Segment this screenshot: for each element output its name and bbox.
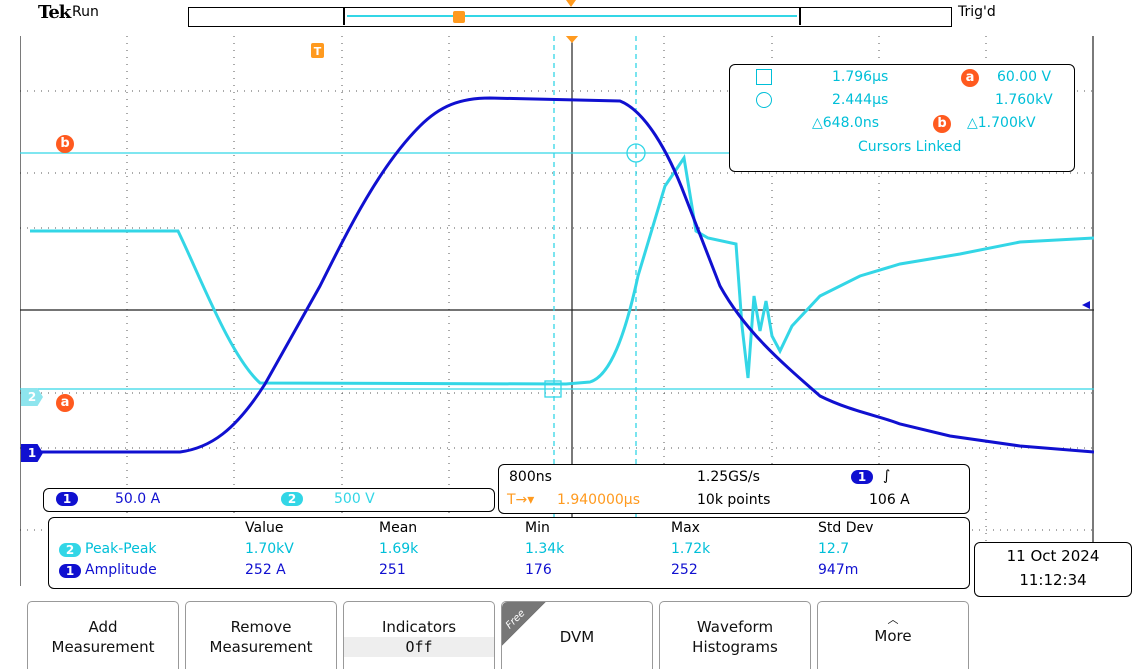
measurement-row-peak-peak[interactable]: 2 Peak-Peak 1.70kV 1.69k 1.34k 1.72k 12.… <box>49 541 969 561</box>
trigger-level: 106 A <box>869 492 910 508</box>
record-position-marker <box>566 0 576 7</box>
ch2-ground-marker[interactable]: 2 <box>21 388 43 406</box>
peak-peak-label: Peak-Peak <box>85 541 157 557</box>
sample-rate: 1.25GS/s <box>697 469 760 485</box>
ch1-ground-marker[interactable]: 1 <box>21 444 43 462</box>
free-ribbon: Free <box>502 602 546 646</box>
header-std-dev: Std Dev <box>818 520 874 536</box>
ch1-badge[interactable]: 1 <box>56 492 78 506</box>
ch1-scale[interactable]: 50.0 A <box>115 491 161 507</box>
more-button[interactable]: ︿ More <box>817 601 969 669</box>
circle-cursor-icon <box>756 92 772 108</box>
horizontal-position-marker <box>565 36 579 43</box>
trigger-status: Trig'd <box>958 4 996 20</box>
amplitude-label: Amplitude <box>85 562 157 578</box>
svg-text:T: T <box>314 45 322 58</box>
measurement-table[interactable]: Value Mean Min Max Std Dev 2 Peak-Peak 1… <box>48 517 970 589</box>
trigger-level-marker <box>1082 301 1090 309</box>
ch2-scale[interactable]: 500 V <box>334 491 375 507</box>
dvm-button[interactable]: Free DVM <box>501 601 653 669</box>
header-max: Max <box>671 520 700 536</box>
record-trigger-marker <box>453 11 465 23</box>
square-cursor-icon <box>756 69 772 85</box>
amplitude-max: 252 <box>671 562 698 578</box>
cursor2-value: 1.760kV <box>995 92 1053 108</box>
trigger-slope-icon: ∫ <box>883 468 891 484</box>
ch1-waveform <box>30 96 1094 454</box>
date-time-display[interactable]: 11 Oct 2024 11:12:34 <box>974 542 1132 597</box>
date: 11 Oct 2024 <box>1006 547 1100 565</box>
cursor1-time: 1.796µs <box>832 69 889 85</box>
cursor-b-marker: b <box>56 132 74 153</box>
tek-logo: Tek <box>38 2 71 23</box>
add-measurement-button[interactable]: Add Measurement <box>27 601 179 669</box>
peak-peak-max: 1.72k <box>671 541 711 557</box>
waveform-histograms-button[interactable]: Waveform Histograms <box>659 601 811 669</box>
channel-scale-bar[interactable]: 1 50.0 A 2 500 V <box>43 488 495 512</box>
measurement-row-amplitude[interactable]: 1 Amplitude 252 A 251 176 252 947m <box>49 562 969 582</box>
cursors-linked-status: Cursors Linked <box>858 139 962 155</box>
trigger-source-badge: 1 <box>851 470 873 484</box>
amplitude-value: 252 A <box>245 562 286 578</box>
timebase-panel[interactable]: 800ns 1.25GS/s 1 ∫ T→▾ 1.940000µs 10k po… <box>498 464 970 514</box>
amplitude-min: 176 <box>525 562 552 578</box>
cursor-readout[interactable]: 1.796µs a 60.00 V 2.444µs 1.760kV △648.0… <box>729 64 1075 172</box>
chevron-up-icon: ︿ <box>887 613 899 626</box>
peak-peak-value: 1.70kV <box>245 541 294 557</box>
delta-value: △1.700kV <box>967 115 1036 131</box>
indicators-button[interactable]: Indicators Off <box>343 601 495 669</box>
trigger-position-marker: T <box>311 43 324 58</box>
amplitude-channel-badge: 1 <box>59 564 81 578</box>
cursor-a-marker: a <box>56 391 74 412</box>
header-value: Value <box>245 520 284 536</box>
delta-time: △648.0ns <box>812 115 880 131</box>
header-min: Min <box>525 520 550 536</box>
ch2-badge[interactable]: 2 <box>281 492 303 506</box>
trigger-position: 1.940000µs <box>557 492 641 508</box>
header-mean: Mean <box>379 520 418 536</box>
ch2-waveform <box>30 154 1094 386</box>
peak-peak-min: 1.34k <box>525 541 565 557</box>
horizontal-scale: 800ns <box>509 469 552 485</box>
trigger-position-prefix: T→▾ <box>507 492 535 508</box>
remove-measurement-button[interactable]: Remove Measurement <box>185 601 337 669</box>
peak-peak-mean: 1.69k <box>379 541 419 557</box>
cursor1-value: 60.00 V <box>997 69 1052 85</box>
record-view-bar[interactable] <box>188 0 952 27</box>
cursor2-time: 2.444µs <box>832 92 889 108</box>
record-length: 10k points <box>697 492 771 508</box>
amplitude-std: 947m <box>818 562 859 578</box>
cursor-lines <box>20 36 1094 586</box>
peak-peak-std: 12.7 <box>818 541 850 557</box>
acquisition-status: Run <box>72 4 99 20</box>
time: 11:12:34 <box>1019 571 1087 589</box>
record-view-window[interactable] <box>343 8 801 25</box>
amplitude-mean: 251 <box>379 562 406 578</box>
peak-peak-channel-badge: 2 <box>59 543 81 557</box>
